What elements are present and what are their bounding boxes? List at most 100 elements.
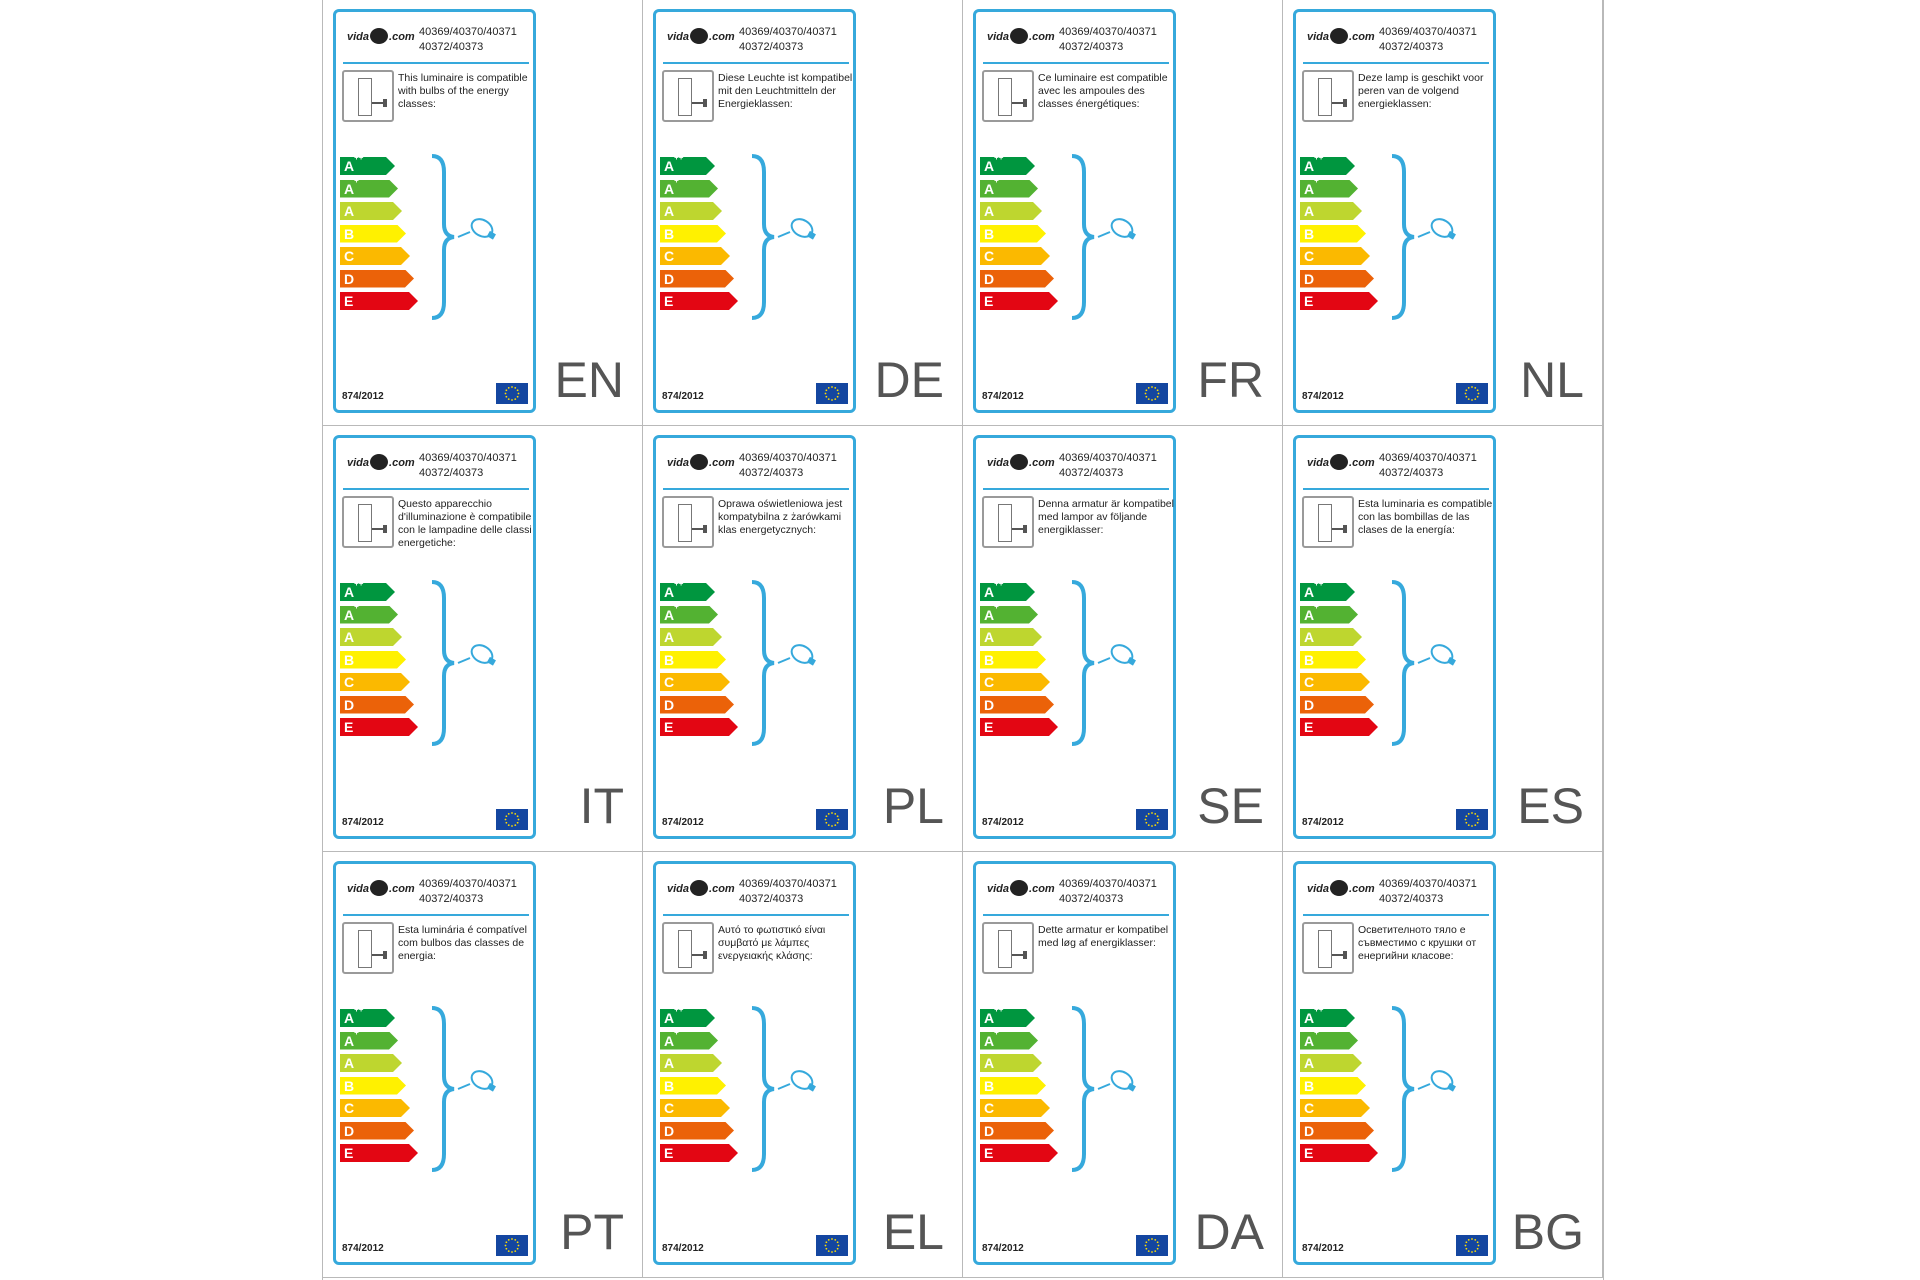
compatibility-text: Ce luminaire est compatible avec les amp… (1038, 72, 1168, 110)
model-numbers: 40369/40370/40371 40372/40373 (1379, 878, 1477, 905)
energy-class-e: E (1300, 1144, 1378, 1162)
energy-class-letter: A+ (344, 601, 359, 623)
brace-bulb-icon (431, 1006, 496, 1172)
eu-flag-icon (1136, 809, 1168, 830)
energy-class-letter: E (344, 1145, 354, 1161)
energy-class-letter: A+ (664, 1027, 679, 1049)
energy-class-a: A (1300, 1054, 1362, 1072)
energy-class-letter: D (664, 696, 675, 713)
energy-class-letter: A (1304, 629, 1315, 645)
lamp-icon (662, 922, 714, 974)
energy-class-app: A++ (340, 157, 395, 175)
energy-class-e: E (980, 292, 1058, 310)
energy-class-letter: B (984, 651, 995, 668)
energy-class-c: C (660, 247, 730, 265)
energy-class-e: E (980, 718, 1058, 736)
energy-class-c: C (660, 673, 730, 691)
regulation-number: 874/2012 (342, 391, 384, 402)
brace-bulb-icon (1391, 580, 1456, 746)
regulation-number: 874/2012 (342, 1243, 384, 1254)
language-code: EN (554, 352, 624, 408)
eu-flag-icon (496, 1235, 528, 1256)
energy-class-letter: A (1304, 1055, 1315, 1071)
energy-class-app: A++ (1300, 583, 1355, 601)
energy-class-letter: A++ (344, 1005, 364, 1026)
energy-class-e: E (340, 1144, 418, 1162)
logo-x-icon (370, 454, 389, 470)
compatibility-text: Αυτό το φωτιστικό είναι συμβατό με λάμπε… (718, 924, 826, 962)
lamp-icon (982, 922, 1034, 974)
energy-class-letter: E (664, 1145, 674, 1161)
energy-class-letter: A (664, 203, 675, 219)
energy-class-letter: C (984, 674, 995, 690)
label-header: vida .com 40369/40370/40371 40372/40373 (983, 444, 1169, 490)
energy-class-letter: E (664, 719, 674, 735)
model-numbers: 40369/40370/40371 40372/40373 (1379, 452, 1477, 479)
energy-class-letter: A+ (1304, 175, 1319, 197)
compatibility-text: This luminaire is compatible with bulbs … (398, 72, 528, 110)
brace-bulb-icon (431, 154, 496, 320)
eu-flag-icon (1456, 809, 1488, 830)
eu-flag-icon (816, 383, 848, 404)
energy-class-d: D (1300, 1122, 1374, 1140)
energy-class-app: A++ (1300, 1009, 1355, 1027)
energy-class-letter: E (1304, 719, 1314, 735)
regulation-number: 874/2012 (662, 817, 704, 828)
energy-class-letter: C (1304, 674, 1315, 690)
energy-class-ap: A+ (660, 180, 718, 198)
energy-class-ap: A+ (980, 1032, 1038, 1050)
energy-class-c: C (1300, 247, 1370, 265)
energy-label: vida .com 40369/40370/40371 40372/40373 Es… (1293, 435, 1496, 839)
energy-class-scale: A++ A+ A B C D E (660, 1009, 770, 1169)
lamp-icon (662, 496, 714, 548)
vidaxl-logo: vida .com (1307, 454, 1375, 471)
energy-class-d: D (980, 270, 1054, 288)
energy-class-letter: A++ (984, 1005, 1004, 1026)
energy-class-ap: A+ (1300, 606, 1358, 624)
energy-class-b: B (1300, 1077, 1366, 1095)
energy-class-d: D (1300, 270, 1374, 288)
lamp-icon (342, 922, 394, 974)
language-code: EL (882, 1204, 944, 1260)
energy-class-c: C (980, 1099, 1050, 1117)
energy-label: vida .com 40369/40370/40371 40372/40373 Es… (333, 861, 536, 1265)
energy-class-ap: A+ (660, 606, 718, 624)
energy-class-letter: C (344, 1100, 355, 1116)
energy-class-d: D (980, 696, 1054, 714)
energy-class-letter: D (344, 696, 355, 713)
vidaxl-logo: vida .com (1307, 880, 1375, 897)
label-header: vida .com 40369/40370/40371 40372/40373 (1303, 444, 1489, 490)
energy-class-letter: A (344, 203, 355, 219)
compatibility-text: Oprawa oświetleniowa jest kompatybilna z… (718, 498, 843, 536)
energy-label: vida .com 40369/40370/40371 40372/40373 Th… (333, 9, 536, 413)
vidaxl-logo: vida .com (347, 880, 415, 897)
energy-class-letter: A+ (664, 175, 679, 197)
vidaxl-logo: vida .com (987, 880, 1055, 897)
eu-flag-icon (1456, 1235, 1488, 1256)
label-cell: vida .com 40369/40370/40371 40372/40373 Th… (323, 0, 643, 426)
energy-class-c: C (980, 247, 1050, 265)
label-header: vida .com 40369/40370/40371 40372/40373 (663, 18, 849, 64)
energy-class-d: D (340, 270, 414, 288)
model-numbers: 40369/40370/40371 40372/40373 (739, 26, 837, 53)
energy-label: vida .com 40369/40370/40371 40372/40373 Αυ… (653, 861, 856, 1265)
energy-class-e: E (660, 292, 738, 310)
lamp-icon (1302, 922, 1354, 974)
energy-class-letter: A++ (1304, 1005, 1324, 1026)
energy-class-letter: C (664, 248, 675, 264)
brace-bulb-icon (1071, 580, 1136, 746)
energy-class-letter: C (1304, 248, 1315, 264)
brace-bulb-icon (1071, 154, 1136, 320)
energy-class-letter: B (344, 225, 355, 242)
vidaxl-logo: vida .com (347, 28, 415, 45)
energy-class-c: C (660, 1099, 730, 1117)
label-header: vida .com 40369/40370/40371 40372/40373 (343, 18, 529, 64)
energy-class-letter: B (344, 1077, 355, 1094)
label-header: vida .com 40369/40370/40371 40372/40373 (343, 444, 529, 490)
energy-class-b: B (980, 651, 1046, 669)
label-cell: vida .com 40369/40370/40371 40372/40373 Qu… (323, 426, 643, 852)
brace-bulb-icon (751, 580, 816, 746)
model-numbers: 40369/40370/40371 40372/40373 (1059, 452, 1157, 479)
energy-label: vida .com 40369/40370/40371 40372/40373 Op… (653, 435, 856, 839)
brace-bulb-icon (751, 154, 816, 320)
